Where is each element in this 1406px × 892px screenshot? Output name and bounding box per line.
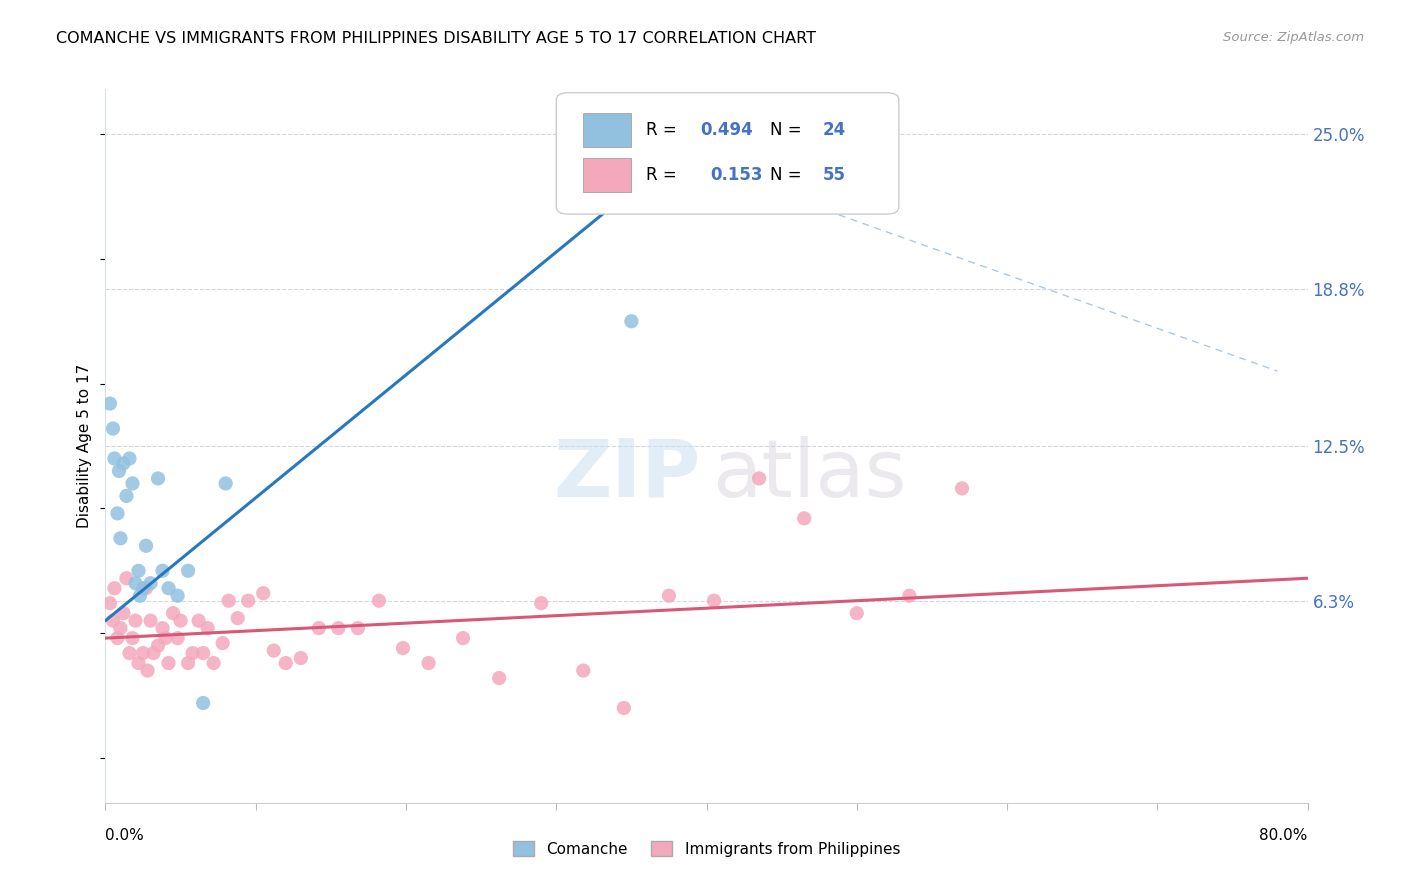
Point (121, 631, 143, 645)
Point (274, 656, 297, 670)
Point (157, 656, 180, 670)
Text: ZIP: ZIP (553, 435, 700, 514)
Point (139, 576, 162, 591)
FancyBboxPatch shape (557, 93, 898, 214)
Point (132, 581, 155, 595)
Point (308, 621, 330, 635)
Point (166, 631, 188, 645)
Point (748, 471, 770, 485)
Point (98, 396, 121, 410)
Point (226, 611, 249, 625)
Point (166, 589, 188, 603)
Point (110, 621, 132, 635)
Point (132, 646, 155, 660)
Point (418, 656, 440, 670)
Point (107, 631, 129, 645)
Point (488, 671, 510, 685)
Point (328, 621, 350, 635)
Point (152, 564, 174, 578)
Point (107, 507, 129, 521)
Point (103, 581, 125, 595)
Point (101, 614, 124, 628)
Point (793, 511, 815, 525)
Text: R =: R = (647, 121, 682, 139)
Point (238, 593, 260, 607)
Point (613, 701, 636, 715)
Point (112, 606, 135, 620)
Point (347, 621, 370, 635)
Point (177, 564, 200, 578)
Point (115, 489, 138, 503)
Point (112, 457, 135, 471)
Legend: Comanche, Immigrants from Philippines: Comanche, Immigrants from Philippines (506, 835, 907, 863)
Point (110, 531, 132, 545)
Point (218, 593, 240, 607)
Point (181, 646, 204, 660)
Point (177, 656, 200, 670)
Point (121, 476, 143, 491)
Point (191, 646, 214, 660)
Point (214, 476, 236, 491)
Point (157, 581, 180, 595)
Text: 0.0%: 0.0% (105, 828, 145, 843)
Text: 0.153: 0.153 (710, 166, 762, 184)
Point (162, 606, 184, 620)
Point (197, 621, 219, 635)
Point (118, 646, 141, 660)
Point (136, 664, 159, 678)
Point (135, 581, 157, 595)
Point (290, 651, 312, 665)
Point (128, 656, 150, 670)
Point (155, 631, 177, 645)
Point (124, 576, 146, 591)
Point (530, 596, 553, 610)
Text: 0.494: 0.494 (700, 121, 754, 139)
Point (142, 646, 165, 660)
Point (211, 636, 233, 650)
Point (202, 656, 225, 670)
Y-axis label: Disability Age 5 to 17: Disability Age 5 to 17 (77, 364, 93, 528)
Point (263, 643, 285, 657)
Point (845, 606, 868, 620)
FancyBboxPatch shape (582, 112, 631, 147)
Point (101, 421, 124, 435)
Point (103, 451, 125, 466)
Text: 80.0%: 80.0% (1260, 828, 1308, 843)
Point (139, 614, 162, 628)
Point (252, 586, 274, 600)
Point (128, 564, 150, 578)
Text: COMANCHE VS IMMIGRANTS FROM PHILIPPINES DISABILITY AGE 5 TO 17 CORRELATION CHART: COMANCHE VS IMMIGRANTS FROM PHILIPPINES … (56, 31, 817, 46)
Point (187, 614, 209, 628)
Point (191, 696, 214, 710)
Point (135, 539, 157, 553)
FancyBboxPatch shape (582, 158, 631, 192)
Point (572, 664, 595, 678)
Point (146, 471, 169, 485)
Text: Source: ZipAtlas.com: Source: ZipAtlas.com (1223, 31, 1364, 45)
Point (451, 631, 474, 645)
Point (169, 614, 191, 628)
Point (368, 593, 391, 607)
Point (898, 589, 921, 603)
Point (703, 593, 725, 607)
Text: N =: N = (770, 166, 807, 184)
Point (98, 596, 121, 610)
Point (129, 589, 152, 603)
Point (950, 482, 973, 496)
Point (392, 641, 415, 656)
Text: 55: 55 (823, 166, 846, 184)
Point (108, 464, 131, 478)
Point (658, 589, 681, 603)
Point (124, 614, 146, 628)
Text: N =: N = (770, 121, 807, 139)
Point (118, 451, 141, 466)
Text: R =: R = (647, 166, 688, 184)
Point (152, 621, 174, 635)
Text: atlas: atlas (713, 435, 907, 514)
Point (620, 314, 643, 328)
Point (115, 571, 138, 585)
Text: 24: 24 (823, 121, 846, 139)
Point (146, 639, 169, 653)
